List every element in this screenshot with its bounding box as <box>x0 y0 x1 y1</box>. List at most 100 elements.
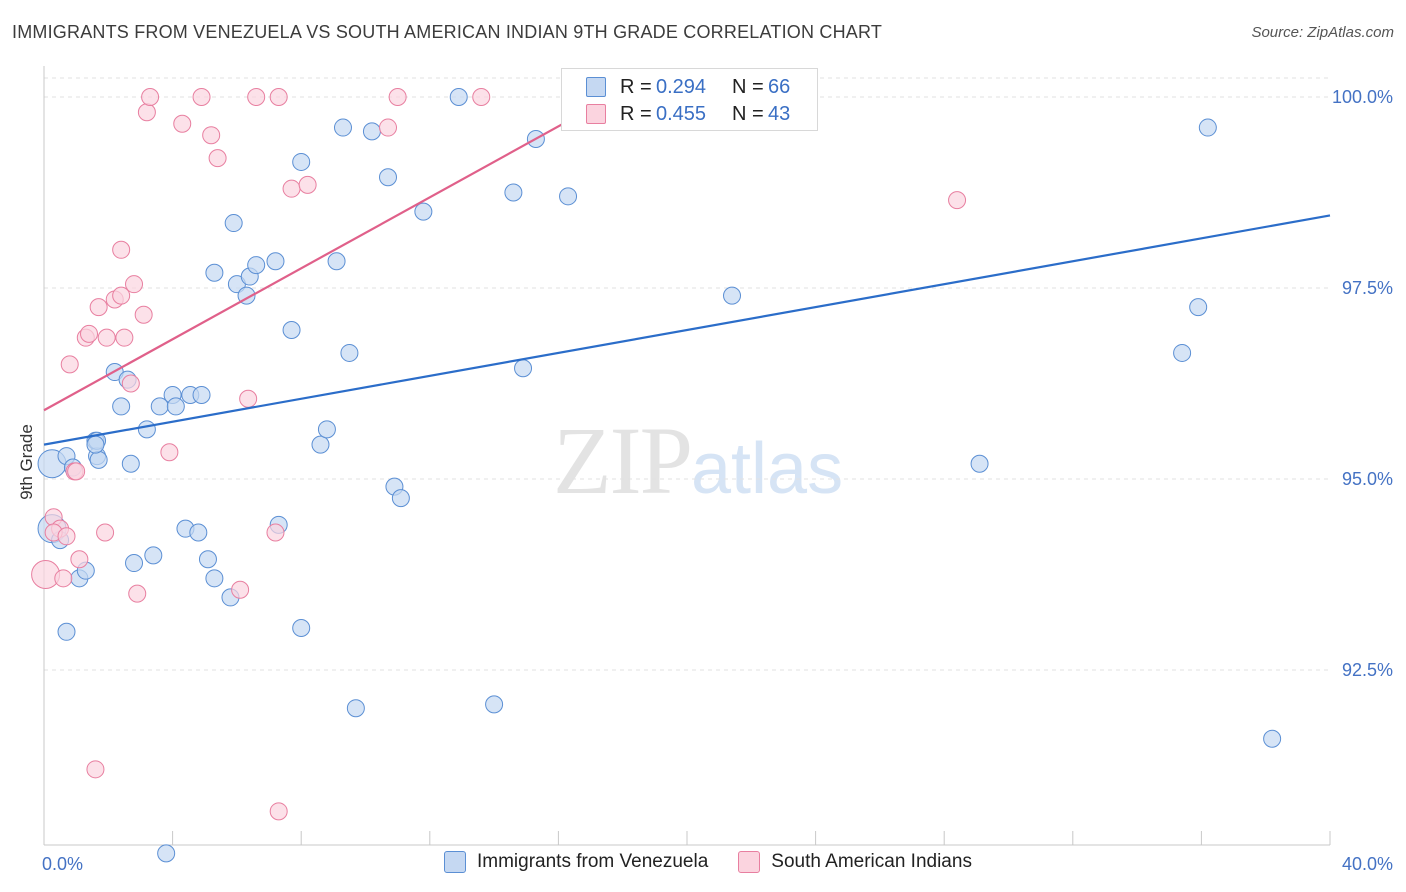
y-tick-label: 92.5% <box>1342 660 1393 680</box>
point-indians <box>298 175 317 194</box>
point-indians <box>269 802 288 821</box>
legend-r-value: 0.455 <box>656 102 707 125</box>
point-indians <box>97 328 116 347</box>
y-tick-label: 97.5% <box>1342 278 1393 298</box>
point-venezuela <box>327 252 346 271</box>
point-indians <box>54 569 73 588</box>
point-indians <box>80 324 99 343</box>
point-indians <box>57 527 76 546</box>
point-venezuela <box>224 214 243 233</box>
watermark-zip: ZIP <box>553 407 693 514</box>
legend-swatch-blue <box>586 77 606 97</box>
point-venezuela <box>144 546 163 565</box>
point-indians <box>192 88 211 106</box>
legend-r-value: 0.294 <box>656 75 707 98</box>
point-venezuela <box>89 450 108 469</box>
point-indians <box>115 328 134 347</box>
point-venezuela <box>205 263 224 282</box>
point-venezuela <box>362 122 381 141</box>
point-venezuela <box>504 183 523 202</box>
point-venezuela <box>485 695 504 714</box>
legend-n-value: 43 <box>768 102 791 125</box>
legend-swatch-indians <box>738 851 761 873</box>
point-indians <box>86 760 105 779</box>
point-venezuela <box>333 118 352 137</box>
point-venezuela <box>317 420 336 439</box>
stats-legend: R = 0.294 N = 66 R = 0.455 N = 43 <box>561 68 818 131</box>
point-venezuela <box>125 554 144 573</box>
legend-label-indians: South American Indians <box>771 851 972 872</box>
point-venezuela <box>112 397 131 416</box>
point-indians <box>269 88 288 106</box>
trend-line-indians <box>43 84 633 412</box>
point-venezuela <box>86 435 105 454</box>
point-venezuela <box>723 286 742 305</box>
watermark: ZIPatlas <box>553 405 843 516</box>
legend-item-venezuela[interactable]: Immigrants from Venezuela <box>444 851 708 873</box>
point-indians <box>60 355 79 374</box>
point-venezuela <box>346 699 365 718</box>
tick-labels: 92.5% 95.0% 97.5% 100.0% 0.0% 40.0% <box>42 87 1393 874</box>
legend-item-indians[interactable]: South American Indians <box>738 851 972 873</box>
trend-line-venezuela <box>43 214 1331 446</box>
point-indians <box>96 523 115 542</box>
x-tick-label: 0.0% <box>42 854 83 874</box>
point-indians <box>121 374 140 393</box>
point-venezuela <box>292 618 311 637</box>
y-axis-label: 9th Grade <box>17 424 36 500</box>
legend-n-label: N = <box>732 102 764 125</box>
point-venezuela <box>198 550 217 569</box>
point-venezuela <box>1189 298 1208 317</box>
point-indians <box>160 443 179 462</box>
series-legend: Immigrants from Venezuela South American… <box>444 851 1002 873</box>
chart-title: IMMIGRANTS FROM VENEZUELA VS SOUTH AMERI… <box>12 22 883 42</box>
legend-swatch-venezuela <box>444 851 466 873</box>
point-venezuela <box>1198 118 1217 137</box>
point-venezuela <box>1173 343 1192 362</box>
point-indians <box>266 523 285 542</box>
point-indians <box>472 88 491 106</box>
chart-source: Source: ZipAtlas.com <box>1251 24 1394 41</box>
point-indians <box>173 114 192 133</box>
legend-swatch-pink <box>586 104 606 124</box>
point-venezuela <box>559 187 578 206</box>
point-venezuela <box>514 359 533 378</box>
point-indians <box>282 179 301 198</box>
y-tick-label: 95.0% <box>1342 469 1393 489</box>
point-indians <box>112 286 131 305</box>
point-venezuela <box>247 256 266 275</box>
point-venezuela <box>266 252 285 271</box>
data-points <box>31 88 1282 863</box>
point-indians <box>948 191 967 210</box>
point-venezuela <box>157 844 176 863</box>
point-venezuela <box>340 343 359 362</box>
point-indians <box>208 149 227 168</box>
point-venezuela <box>121 454 140 473</box>
trend-lines <box>43 84 1331 446</box>
legend-n-value: 66 <box>768 75 791 98</box>
point-indians <box>89 298 108 317</box>
point-venezuela <box>391 489 410 508</box>
point-indians <box>231 580 250 599</box>
legend-r-label: R = <box>620 102 652 125</box>
point-indians <box>379 118 398 137</box>
point-indians <box>202 126 221 145</box>
point-venezuela <box>414 202 433 221</box>
legend-label-venezuela: Immigrants from Venezuela <box>477 851 709 872</box>
point-venezuela <box>282 321 301 340</box>
point-indians <box>137 103 156 122</box>
point-venezuela <box>189 523 208 542</box>
legend-r-label: R = <box>620 75 652 98</box>
point-venezuela <box>1263 729 1282 748</box>
point-venezuela <box>311 435 330 454</box>
point-indians <box>239 389 258 408</box>
axes <box>43 66 1331 846</box>
point-indians <box>125 275 144 294</box>
point-venezuela <box>970 454 989 473</box>
watermark-atlas: atlas <box>691 429 844 509</box>
point-venezuela <box>449 88 468 106</box>
legend-row-venezuela: R = 0.294 N = 66 <box>586 74 838 100</box>
legend-row-indians: R = 0.455 N = 43 <box>586 101 838 127</box>
point-indians <box>128 584 147 603</box>
legend-n-label: N = <box>732 75 764 98</box>
